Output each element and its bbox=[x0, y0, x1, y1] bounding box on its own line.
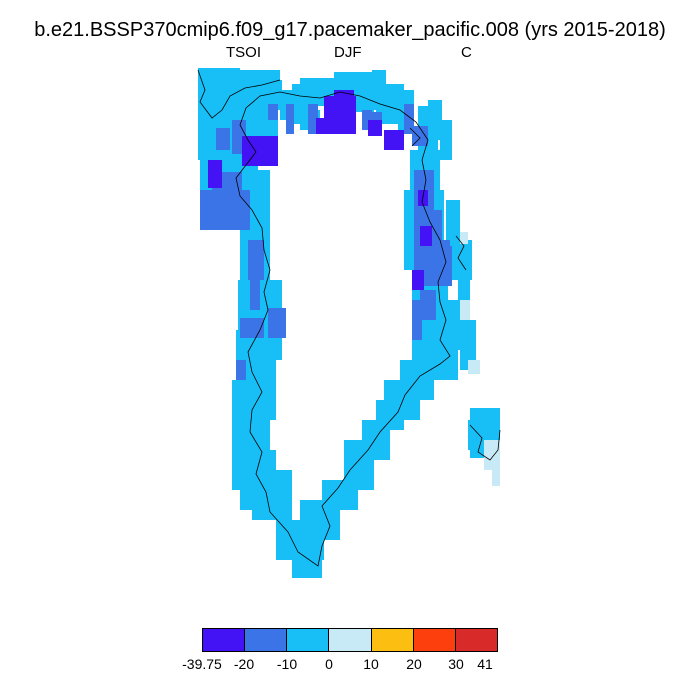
plot-title: b.e21.BSSP370cmip6.f09_g17.pacemaker_pac… bbox=[34, 19, 666, 41]
colorbar-swatch bbox=[371, 629, 414, 651]
map-cell bbox=[420, 226, 432, 246]
map-cell bbox=[262, 80, 282, 110]
data-cells bbox=[198, 68, 500, 578]
colorbar-tick-label: 20 bbox=[406, 656, 422, 672]
variable-label: TSOI bbox=[226, 44, 262, 61]
map-cell bbox=[412, 126, 428, 146]
map-cell bbox=[324, 96, 356, 134]
colorbar-swatch bbox=[245, 629, 288, 651]
coastline-island-nw bbox=[197, 69, 281, 119]
colorbar bbox=[202, 628, 498, 652]
units-label: C bbox=[461, 44, 472, 61]
map-cell bbox=[250, 280, 260, 310]
colorbar-swatch bbox=[203, 629, 246, 651]
colorbar-tick-label: 10 bbox=[363, 656, 379, 672]
map-cell bbox=[460, 232, 468, 244]
map-cell bbox=[286, 104, 294, 134]
coastline-fjord-ne bbox=[409, 127, 421, 147]
map-cell bbox=[316, 118, 324, 134]
map-cell bbox=[404, 104, 414, 134]
colorbar-tick-label: 30 bbox=[448, 656, 464, 672]
map-cell bbox=[368, 120, 382, 136]
colorbar-swatch bbox=[455, 629, 497, 651]
map-cell bbox=[236, 360, 246, 380]
map-cell bbox=[440, 240, 450, 270]
map-cell bbox=[420, 290, 436, 320]
colorbar-swatch bbox=[329, 629, 372, 651]
map-cell bbox=[468, 360, 480, 374]
map-cell bbox=[308, 104, 318, 134]
map-cell bbox=[492, 470, 500, 486]
map-cell bbox=[412, 300, 422, 340]
colorbar-tick-label: 41 bbox=[477, 656, 493, 672]
map-cell bbox=[242, 136, 278, 166]
map-cell bbox=[362, 110, 372, 130]
map-cell bbox=[446, 200, 460, 250]
map-cell bbox=[334, 90, 354, 102]
map-cell bbox=[208, 160, 222, 188]
map-cell bbox=[268, 104, 278, 120]
map-cell bbox=[428, 100, 442, 140]
colorbar-swatch bbox=[287, 629, 330, 651]
map-cell bbox=[216, 128, 230, 150]
coastline-main bbox=[235, 91, 451, 567]
colorbar-swatch bbox=[413, 629, 456, 651]
coastline bbox=[197, 69, 501, 567]
map-cell bbox=[440, 120, 452, 160]
map-cell bbox=[292, 540, 322, 578]
map-cell bbox=[412, 270, 424, 290]
map-cell bbox=[384, 130, 404, 150]
season-label: DJF bbox=[334, 44, 362, 61]
map-cell bbox=[452, 240, 472, 280]
map-cell bbox=[460, 320, 476, 370]
coastline-island-ne bbox=[469, 424, 501, 461]
colorbar-tick-label: -39.75 bbox=[182, 656, 222, 672]
map-cell bbox=[468, 420, 486, 450]
map-cell bbox=[484, 440, 500, 470]
map-cell bbox=[268, 308, 286, 338]
map-cell bbox=[460, 300, 470, 320]
colorbar-tick-label: -10 bbox=[276, 656, 298, 672]
colorbar-tick-label: -20 bbox=[233, 656, 255, 672]
map-cell bbox=[248, 240, 264, 280]
coastline-fjord-e bbox=[455, 235, 467, 271]
colorbar-tick-label: 0 bbox=[325, 656, 333, 672]
